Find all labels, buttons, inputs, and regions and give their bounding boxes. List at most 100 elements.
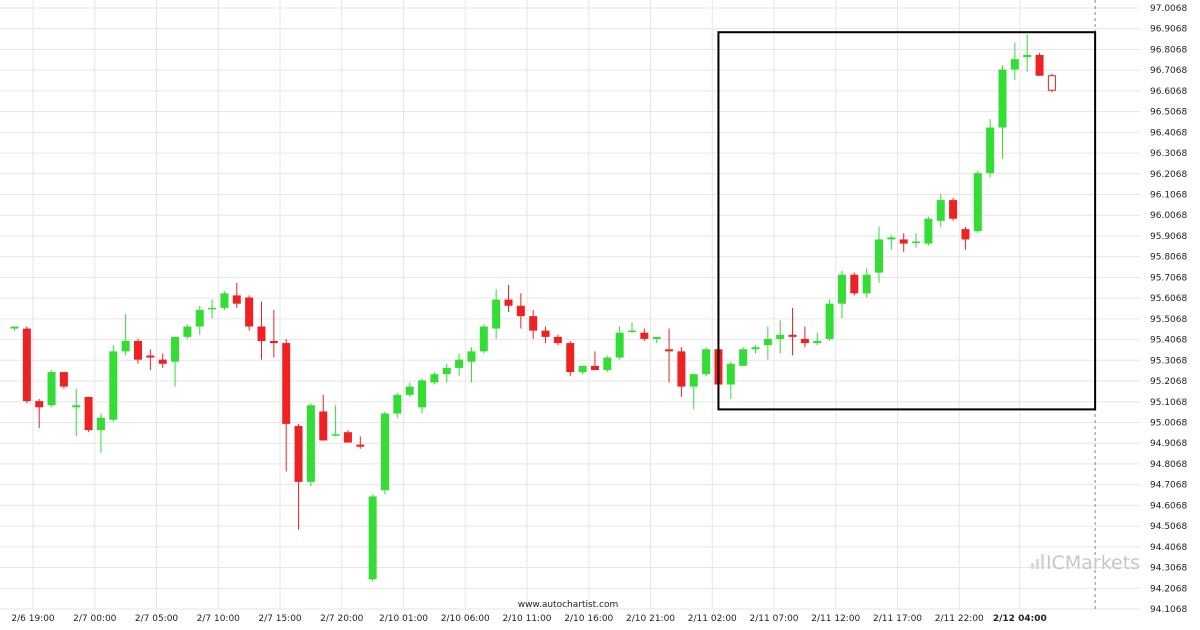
candle-body <box>850 274 859 294</box>
y-tick-label: 95.7068 <box>1150 273 1187 283</box>
y-tick-label: 95.1068 <box>1150 398 1187 408</box>
candle <box>22 326 31 404</box>
candle-body <box>134 340 142 360</box>
y-tick-label: 94.3068 <box>1150 564 1187 574</box>
candle-body <box>689 374 698 387</box>
candle <box>158 353 167 368</box>
candle <box>640 328 649 341</box>
x-tick-label: 2/7 05:00 <box>135 614 179 624</box>
x-tick-label: 2/11 07:00 <box>750 614 799 624</box>
candle <box>763 326 772 360</box>
candle <box>813 332 822 346</box>
candle-body <box>430 374 439 383</box>
y-tick-label: 94.4068 <box>1150 543 1187 553</box>
y-tick-label: 96.5068 <box>1150 108 1187 118</box>
pending-candle <box>1047 73 1056 93</box>
candle-body <box>195 309 204 327</box>
candle <box>973 171 982 234</box>
candle <box>331 405 340 437</box>
candle <box>467 347 476 383</box>
candle <box>936 193 945 228</box>
candle <box>35 399 44 429</box>
candle-body <box>912 241 921 244</box>
candle-body <box>72 405 81 408</box>
candle-body <box>442 367 451 375</box>
candle-body <box>282 343 291 424</box>
y-tick-label: 94.6068 <box>1150 501 1187 511</box>
candle <box>751 345 760 354</box>
candle-body <box>899 239 908 244</box>
candle <box>479 324 488 354</box>
candle-body <box>232 295 241 304</box>
candle-body <box>96 417 105 431</box>
y-tick-label: 95.3068 <box>1150 356 1187 366</box>
candle <box>343 430 352 443</box>
candle-body <box>208 307 217 310</box>
candle <box>294 423 303 530</box>
candle <box>837 270 846 319</box>
y-tick-label: 95.0068 <box>1150 418 1187 428</box>
candle <box>887 235 896 250</box>
source-label: www.autochartist.com <box>518 600 619 610</box>
candle-body <box>1010 59 1019 70</box>
candle-body <box>739 349 748 366</box>
candle <box>59 372 68 389</box>
candle <box>825 299 834 341</box>
candle-body <box>356 444 365 447</box>
candle-body <box>578 365 587 373</box>
y-tick-label: 96.3068 <box>1150 149 1187 159</box>
candle <box>109 345 118 422</box>
candle-body <box>825 303 834 339</box>
candle-body <box>455 359 464 368</box>
x-tick-label: 2/11 12:00 <box>811 614 860 624</box>
candle-body <box>257 326 266 341</box>
y-tick-label: 96.7068 <box>1150 66 1187 76</box>
x-tick-label: 2/7 00:00 <box>73 614 117 624</box>
candle <box>739 347 748 366</box>
candle-body <box>763 338 772 346</box>
x-tick-label: 2/7 15:00 <box>258 614 302 624</box>
x-tick-label: 2/11 02:00 <box>688 614 737 624</box>
pattern-box-layer <box>717 31 1097 411</box>
candle <box>47 370 56 408</box>
candle <box>282 338 291 472</box>
candle-body <box>10 326 19 329</box>
candle <box>183 324 192 339</box>
candle-body <box>862 274 871 294</box>
candle-body <box>158 359 167 364</box>
candle-body <box>677 351 686 387</box>
x-tick-label: 2/12 04:00 <box>993 614 1047 624</box>
candle <box>665 328 674 383</box>
candle-body <box>726 363 735 385</box>
candle <box>208 299 217 319</box>
candle <box>96 413 105 453</box>
y-tick-label: 96.1068 <box>1150 191 1187 201</box>
candle-body <box>467 351 476 362</box>
candle-body <box>529 316 538 331</box>
candle-body <box>220 293 229 308</box>
y-tick-label: 96.6068 <box>1150 87 1187 97</box>
candle <box>516 293 525 329</box>
candle <box>430 372 439 385</box>
candle-body <box>269 340 278 344</box>
x-tick-label: 2/11 17:00 <box>873 614 922 624</box>
candle <box>405 382 414 397</box>
candle <box>529 309 538 339</box>
candle <box>702 347 711 377</box>
candle <box>84 396 93 433</box>
candle <box>899 233 908 252</box>
candle-body <box>788 334 797 337</box>
candle-body <box>343 432 352 443</box>
candle-body <box>665 349 674 352</box>
candle-body <box>541 330 550 337</box>
candle-body <box>418 380 427 408</box>
candle-body <box>22 328 31 402</box>
candle-body <box>1035 55 1044 76</box>
candle <box>232 282 241 308</box>
candle <box>924 216 933 246</box>
candle-body <box>1047 75 1056 91</box>
x-tick-label: 2/10 06:00 <box>441 614 490 624</box>
candle <box>356 436 365 449</box>
candle-body <box>924 218 933 244</box>
candle-body <box>640 332 649 339</box>
